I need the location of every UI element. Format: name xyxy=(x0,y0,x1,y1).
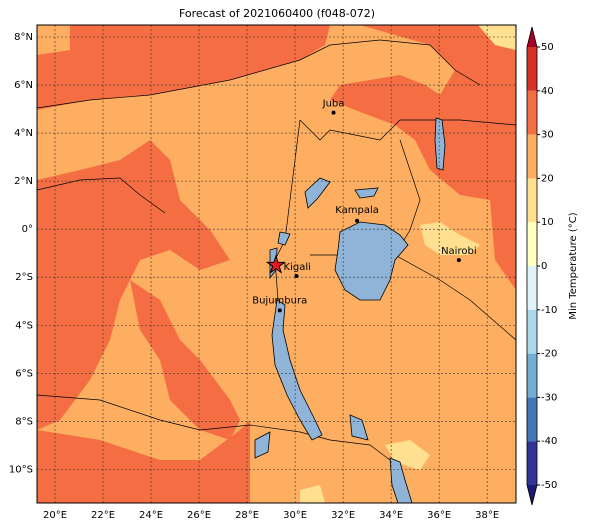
warm-region xyxy=(330,25,516,290)
y-tick-label: 6°S xyxy=(15,368,33,379)
x-tick-label: 38°E xyxy=(475,510,499,521)
x-tick-label: 22°E xyxy=(91,510,115,521)
colorbar-extend-over xyxy=(527,27,537,47)
y-tick-label: 2°S xyxy=(15,272,33,283)
colorbar-tick-label: 30 xyxy=(541,130,554,141)
colorbar-tick-label: -10 xyxy=(541,305,557,316)
city-dot xyxy=(331,110,336,115)
x-tick-label: 28°E xyxy=(235,510,259,521)
warm-region xyxy=(37,140,230,430)
y-tick-label: 4°N xyxy=(14,128,33,139)
colorbar-tick-label: 20 xyxy=(541,173,554,184)
colorbar-tick-label: 50 xyxy=(541,42,554,53)
y-tick-label: 8°N xyxy=(14,32,33,43)
location-star xyxy=(265,254,287,274)
city-label: Juba xyxy=(322,99,345,110)
colorbar-label: Min Temperature (°C) xyxy=(568,212,579,319)
x-tick-label: 26°E xyxy=(187,510,211,521)
warm-region xyxy=(37,420,250,503)
colorbar-band xyxy=(527,266,537,310)
cool-region xyxy=(385,440,430,470)
x-tick-label: 34°E xyxy=(379,510,403,521)
city-dot xyxy=(294,274,299,279)
x-tick-label: 36°E xyxy=(427,510,451,521)
lake xyxy=(271,299,323,441)
x-tick-label: 30°E xyxy=(283,510,307,521)
y-tick-label: 2°N xyxy=(14,176,33,187)
y-tick-label: 8°S xyxy=(15,416,33,427)
colorbar-band xyxy=(527,441,537,485)
city-label: Nairobi xyxy=(441,246,477,257)
colorbar-band xyxy=(527,90,537,135)
colorbar-tick-label: 0 xyxy=(541,261,547,272)
colorbar-band xyxy=(527,309,537,354)
lake xyxy=(354,187,379,199)
cool-region xyxy=(300,485,325,503)
colorbar-band xyxy=(527,397,537,442)
colorbar-tick-label: -20 xyxy=(541,349,557,360)
cool-region xyxy=(478,25,516,50)
warm-region xyxy=(130,280,240,440)
lake xyxy=(277,231,291,246)
colorbar-tick-label: 40 xyxy=(541,86,554,97)
country-border xyxy=(37,177,166,214)
cool-region xyxy=(420,222,480,255)
colorbar-tick-label: -30 xyxy=(541,392,557,403)
colorbar-band xyxy=(527,47,537,91)
y-tick-label: 4°S xyxy=(15,320,33,331)
city-dot xyxy=(277,308,282,313)
x-tick-label: 20°E xyxy=(43,510,67,521)
city-label: Kigali xyxy=(284,262,311,273)
city-dot xyxy=(355,218,360,223)
lake xyxy=(434,117,446,171)
lake xyxy=(334,221,409,301)
city-label: Kampala xyxy=(335,205,379,216)
x-tick-label: 24°E xyxy=(139,510,163,521)
colorbar-tick-label: -50 xyxy=(541,480,557,491)
colorbar-band xyxy=(527,178,537,223)
warm-region xyxy=(37,25,330,110)
lake xyxy=(389,457,413,503)
lake xyxy=(304,177,331,209)
colorbar-tick-label: 10 xyxy=(541,217,554,228)
x-tick-label: 32°E xyxy=(331,510,355,521)
colorbar-band xyxy=(527,222,537,266)
map-frame xyxy=(36,24,517,504)
colorbar-extend-under xyxy=(527,485,537,505)
y-tick-label: 6°N xyxy=(14,80,33,91)
colorbar-band xyxy=(527,353,537,398)
country-border xyxy=(299,119,516,141)
city-label: Bujumbura xyxy=(252,295,307,306)
country-border xyxy=(37,394,391,461)
lake xyxy=(254,431,271,459)
y-tick-label: 0° xyxy=(22,224,33,235)
map-fill xyxy=(37,25,516,503)
colorbar-tick-label: -40 xyxy=(541,436,557,447)
title: Forecast of 2021060400 (f048-072) xyxy=(179,7,375,20)
colorbar-band xyxy=(527,134,537,179)
overlay: Juba Kampala Nairobi Kigali Bujumbura xyxy=(37,25,516,503)
country-border xyxy=(37,39,481,109)
y-tick-label: 10°S xyxy=(9,464,33,475)
city-dot xyxy=(456,258,461,263)
